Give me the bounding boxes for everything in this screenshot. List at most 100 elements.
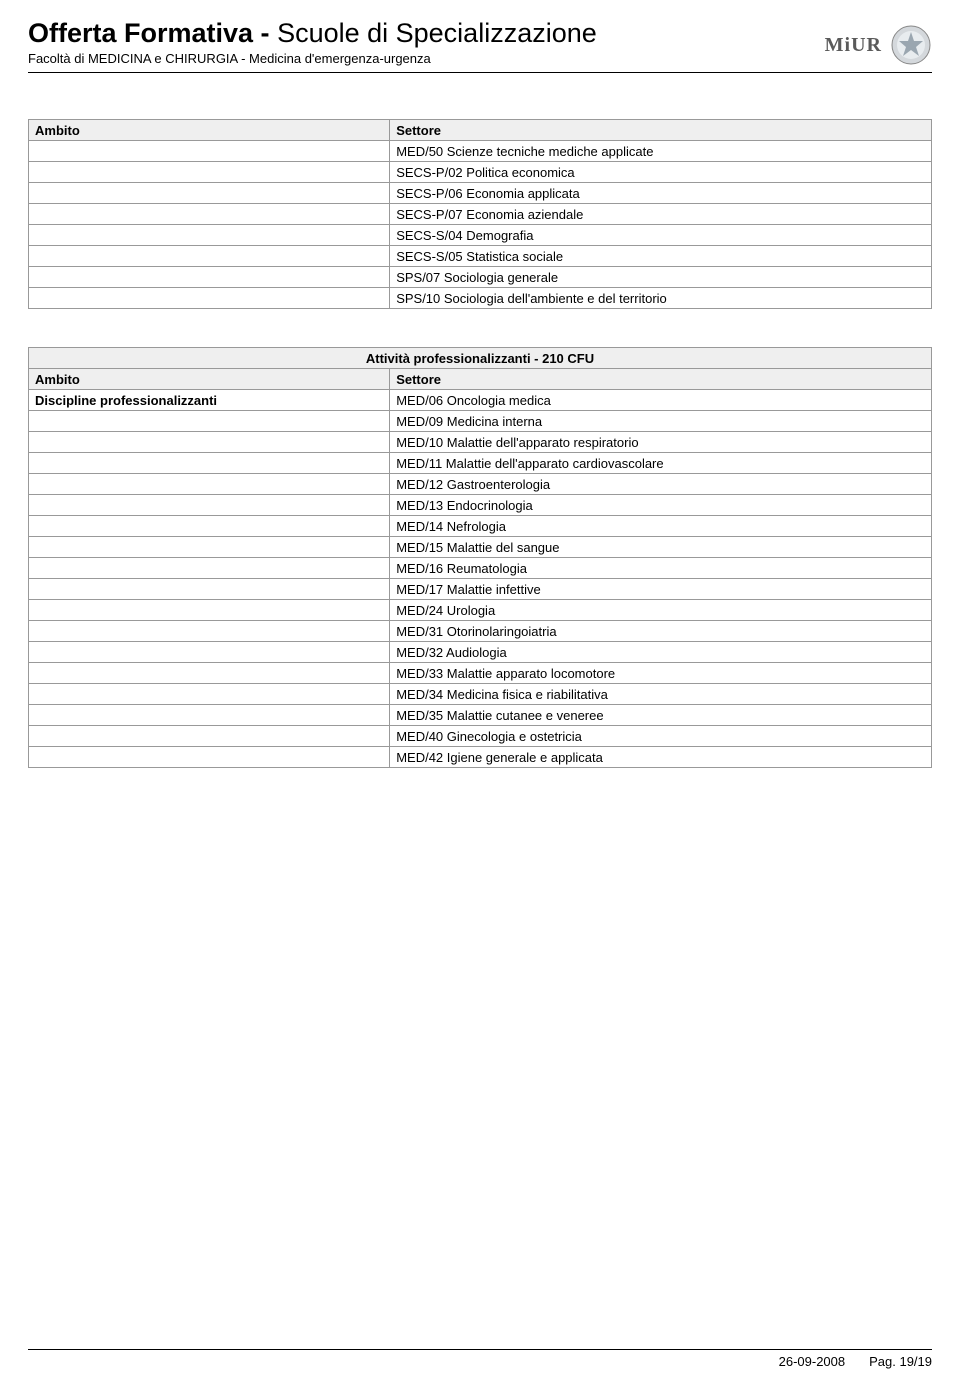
table-row: SPS/07 Sociologia generale <box>29 267 932 288</box>
cell-ambito <box>29 558 390 579</box>
cell-settore: MED/33 Malattie apparato locomotore <box>390 663 932 684</box>
table-row: SECS-S/05 Statistica sociale <box>29 246 932 267</box>
table-row: SECS-P/07 Economia aziendale <box>29 204 932 225</box>
cell-ambito <box>29 453 390 474</box>
cell-settore: MED/35 Malattie cutanee e veneree <box>390 705 932 726</box>
cell-settore: MED/15 Malattie del sangue <box>390 537 932 558</box>
table-header-row: Ambito Settore <box>29 120 932 141</box>
cell-ambito <box>29 225 390 246</box>
cell-settore: SPS/10 Sociologia dell'ambiente e del te… <box>390 288 932 309</box>
table-row: MED/11 Malattie dell'apparato cardiovasc… <box>29 453 932 474</box>
table-title: Attività professionalizzanti - 210 CFU <box>29 348 932 369</box>
page-header: Offerta Formativa - Scuole di Specializz… <box>28 18 932 73</box>
cell-settore: SECS-S/05 Statistica sociale <box>390 246 932 267</box>
table-row: SPS/10 Sociologia dell'ambiente e del te… <box>29 288 932 309</box>
cell-ambito <box>29 474 390 495</box>
cell-settore: MED/34 Medicina fisica e riabilitativa <box>390 684 932 705</box>
table-row: Discipline professionalizzantiMED/06 Onc… <box>29 390 932 411</box>
table-row: MED/13 Endocrinologia <box>29 495 932 516</box>
cell-ambito <box>29 705 390 726</box>
col-header-settore: Settore <box>390 369 932 390</box>
cell-settore: SECS-P/06 Economia applicata <box>390 183 932 204</box>
cell-settore: SECS-S/04 Demografia <box>390 225 932 246</box>
table-row: SECS-P/06 Economia applicata <box>29 183 932 204</box>
cell-ambito <box>29 621 390 642</box>
table-row: MED/50 Scienze tecniche mediche applicat… <box>29 141 932 162</box>
cell-settore: MED/40 Ginecologia e ostetricia <box>390 726 932 747</box>
table-row: MED/09 Medicina interna <box>29 411 932 432</box>
footer-page: Pag. 19/19 <box>869 1354 932 1369</box>
cell-ambito <box>29 411 390 432</box>
table-row: MED/12 Gastroenterologia <box>29 474 932 495</box>
cell-settore: SECS-P/02 Politica economica <box>390 162 932 183</box>
cell-settore: MED/10 Malattie dell'apparato respirator… <box>390 432 932 453</box>
cell-settore: MED/12 Gastroenterologia <box>390 474 932 495</box>
emblem-icon <box>890 24 932 66</box>
col-header-ambito: Ambito <box>29 369 390 390</box>
cell-ambito <box>29 141 390 162</box>
cell-ambito <box>29 432 390 453</box>
cell-ambito <box>29 537 390 558</box>
miur-logo-text: MiUR <box>825 34 882 57</box>
cell-settore: MED/24 Urologia <box>390 600 932 621</box>
cell-settore: MED/13 Endocrinologia <box>390 495 932 516</box>
table-row: MED/42 Igiene generale e applicata <box>29 747 932 768</box>
table-row: MED/10 Malattie dell'apparato respirator… <box>29 432 932 453</box>
cell-ambito <box>29 726 390 747</box>
col-header-settore: Settore <box>390 120 932 141</box>
cell-ambito <box>29 183 390 204</box>
cell-settore: MED/14 Nefrologia <box>390 516 932 537</box>
cell-ambito <box>29 204 390 225</box>
table-row: MED/32 Audiologia <box>29 642 932 663</box>
table-row: MED/35 Malattie cutanee e veneree <box>29 705 932 726</box>
cell-settore: MED/09 Medicina interna <box>390 411 932 432</box>
content-area: Ambito Settore MED/50 Scienze tecniche m… <box>28 73 932 768</box>
cell-settore: MED/16 Reumatologia <box>390 558 932 579</box>
page-subtitle: Facoltà di MEDICINA e CHIRURGIA - Medici… <box>28 51 932 66</box>
cell-ambito <box>29 267 390 288</box>
cell-settore: SPS/07 Sociologia generale <box>390 267 932 288</box>
cell-settore: MED/06 Oncologia medica <box>390 390 932 411</box>
page-title: Offerta Formativa - Scuole di Specializz… <box>28 18 932 49</box>
cell-ambito <box>29 747 390 768</box>
cell-ambito <box>29 288 390 309</box>
table-attivita-professionalizzanti: Attività professionalizzanti - 210 CFU A… <box>28 347 932 768</box>
cell-ambito <box>29 663 390 684</box>
cell-settore: MED/32 Audiologia <box>390 642 932 663</box>
cell-ambito <box>29 495 390 516</box>
cell-settore: MED/42 Igiene generale e applicata <box>390 747 932 768</box>
table-row: MED/14 Nefrologia <box>29 516 932 537</box>
cell-ambito: Discipline professionalizzanti <box>29 390 390 411</box>
footer-date: 26-09-2008 <box>779 1354 846 1369</box>
table-row: MED/40 Ginecologia e ostetricia <box>29 726 932 747</box>
cell-ambito <box>29 246 390 267</box>
table-row: MED/24 Urologia <box>29 600 932 621</box>
table-ambito-settore-1: Ambito Settore MED/50 Scienze tecniche m… <box>28 119 932 309</box>
cell-settore: MED/31 Otorinolaringoiatria <box>390 621 932 642</box>
table-row: SECS-P/02 Politica economica <box>29 162 932 183</box>
cell-ambito <box>29 642 390 663</box>
table-row: MED/15 Malattie del sangue <box>29 537 932 558</box>
table-header-row: Ambito Settore <box>29 369 932 390</box>
cell-settore: SECS-P/07 Economia aziendale <box>390 204 932 225</box>
cell-ambito <box>29 684 390 705</box>
table-row: MED/16 Reumatologia <box>29 558 932 579</box>
page-footer: 26-09-2008 Pag. 19/19 <box>28 1349 932 1369</box>
cell-ambito <box>29 579 390 600</box>
cell-ambito <box>29 162 390 183</box>
table-row: SECS-S/04 Demografia <box>29 225 932 246</box>
table-row: MED/17 Malattie infettive <box>29 579 932 600</box>
cell-settore: MED/11 Malattie dell'apparato cardiovasc… <box>390 453 932 474</box>
cell-settore: MED/17 Malattie infettive <box>390 579 932 600</box>
col-header-ambito: Ambito <box>29 120 390 141</box>
title-part2: Scuole di Specializzazione <box>277 18 597 48</box>
title-part1: Offerta Formativa - <box>28 18 277 48</box>
cell-ambito <box>29 600 390 621</box>
cell-ambito <box>29 516 390 537</box>
logo-area: MiUR <box>825 24 932 66</box>
table-row: MED/33 Malattie apparato locomotore <box>29 663 932 684</box>
table-title-row: Attività professionalizzanti - 210 CFU <box>29 348 932 369</box>
table-row: MED/31 Otorinolaringoiatria <box>29 621 932 642</box>
table-row: MED/34 Medicina fisica e riabilitativa <box>29 684 932 705</box>
cell-settore: MED/50 Scienze tecniche mediche applicat… <box>390 141 932 162</box>
